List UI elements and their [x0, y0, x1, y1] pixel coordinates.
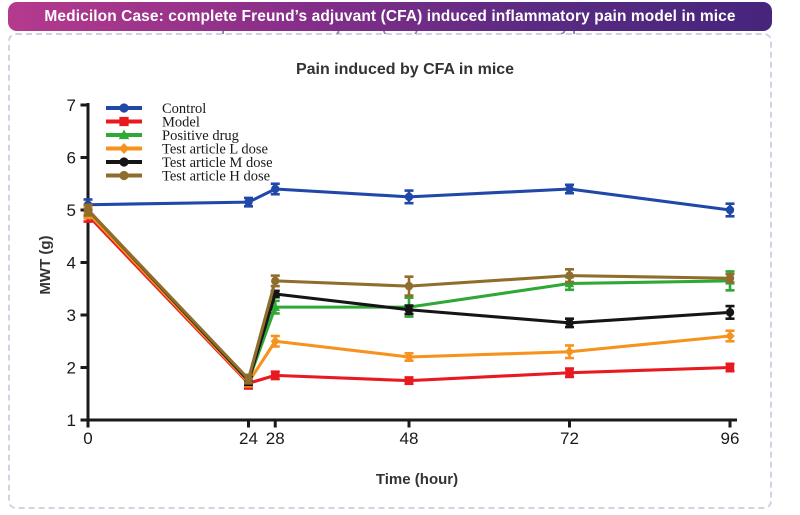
svg-text:0: 0	[83, 429, 92, 448]
banner-title: Medicilon Case: complete Freund’s adjuva…	[44, 7, 736, 25]
legend-item-test-article-h-dose: Test article H dose	[106, 169, 270, 185]
legend-item-test-article-l-dose: Test article L dose	[106, 142, 268, 158]
legend-item-positive-drug: Positive drug	[106, 128, 239, 144]
legend-item-model: Model	[106, 115, 200, 131]
svg-text:96: 96	[721, 429, 740, 448]
svg-text:5: 5	[67, 201, 76, 220]
svg-text:Control: Control	[162, 101, 206, 117]
series-test-article-h-dose	[83, 203, 735, 385]
svg-text:3: 3	[67, 306, 76, 325]
clipped-subtitle-text: Medicilon Case: complete Freund’s adjuva…	[82, 29, 698, 34]
svg-text:6: 6	[67, 149, 76, 168]
svg-text:4: 4	[67, 254, 76, 273]
chart-title: Pain induced by CFA in mice	[295, 61, 515, 78]
svg-text:Test article M dose: Test article M dose	[162, 155, 273, 171]
case-card	[8, 33, 772, 509]
x-axis-label: Time (hour)	[375, 471, 459, 488]
svg-text:Model: Model	[162, 115, 200, 131]
header-banner: Medicilon Case: complete Freund’s adjuva…	[8, 2, 772, 31]
svg-text:28: 28	[266, 429, 285, 448]
svg-text:48: 48	[400, 429, 419, 448]
legend-item-control: Control	[106, 101, 206, 117]
legend-item-test-article-m-dose: Test article M dose	[106, 155, 273, 171]
svg-text:Test article H dose: Test article H dose	[162, 169, 270, 185]
svg-text:Positive drug: Positive drug	[162, 128, 239, 144]
svg-text:Test article L dose: Test article L dose	[162, 142, 268, 158]
svg-text:24: 24	[239, 429, 258, 448]
svg-text:72: 72	[560, 429, 579, 448]
svg-text:2: 2	[67, 359, 76, 378]
svg-text:1: 1	[67, 411, 76, 430]
series-control	[83, 182, 735, 218]
y-axis-label: MWT (g)	[37, 235, 54, 295]
clipped-subtitle-sliver: Medicilon Case: complete Freund’s adjuva…	[8, 29, 772, 36]
svg-text:7: 7	[67, 96, 76, 115]
